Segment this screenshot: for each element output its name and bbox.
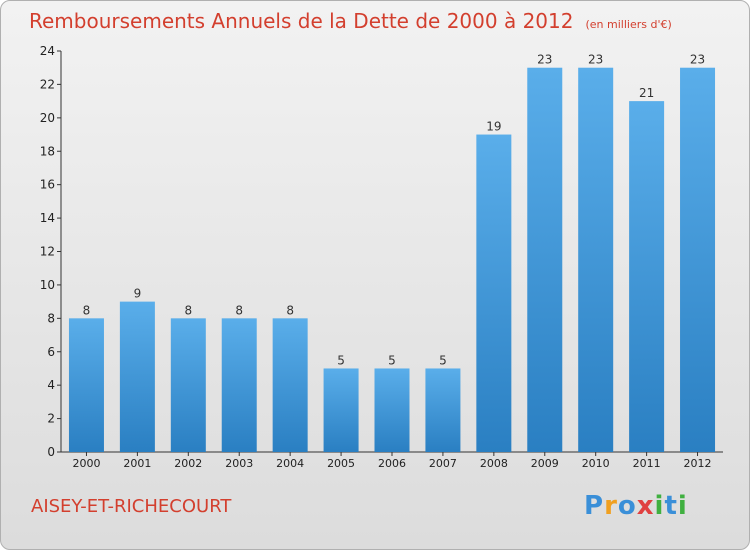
logo-letter: o (617, 491, 637, 521)
bar (221, 318, 257, 452)
bar-value-label: 5 (337, 353, 345, 367)
bar (68, 318, 104, 452)
bar-value-label: 5 (439, 353, 447, 367)
bar (119, 301, 155, 452)
bar-value-label: 8 (286, 303, 294, 317)
x-tick-label: 2011 (633, 457, 661, 470)
bar-value-label: 23 (690, 53, 705, 67)
bar (527, 67, 563, 452)
bar (680, 67, 716, 452)
x-tick-label: 2000 (72, 457, 100, 470)
y-tick-label: 24 (40, 44, 55, 58)
logo-letter: r (604, 491, 618, 521)
x-tick-label: 2002 (174, 457, 202, 470)
y-tick-label: 10 (40, 278, 55, 292)
x-tick-label: 2003 (225, 457, 253, 470)
y-tick-label: 20 (40, 111, 55, 125)
y-tick-label: 6 (47, 345, 55, 359)
bar-value-label: 23 (588, 53, 603, 67)
logo-letter: i (677, 491, 688, 521)
bar-value-label: 5 (388, 353, 396, 367)
bar (323, 368, 359, 452)
bar (272, 318, 308, 452)
x-tick-label: 2005 (327, 457, 355, 470)
place-name: AISEY-ET-RICHECOURT (31, 496, 232, 517)
y-tick-label: 0 (47, 445, 55, 459)
chart-unit: (en milliers d'€) (585, 18, 672, 31)
bar-value-label: 8 (83, 303, 91, 317)
bar (578, 67, 614, 452)
x-tick-label: 2001 (123, 457, 151, 470)
bar (476, 134, 512, 452)
bar-value-label: 9 (134, 287, 142, 301)
bar-value-label: 19 (486, 120, 501, 134)
y-tick-label: 2 (47, 412, 55, 426)
x-tick-label: 2008 (480, 457, 508, 470)
bar (425, 368, 461, 452)
plot-area: 0246810121416182022248200092001820028200… (40, 44, 723, 470)
chart-title: Remboursements Annuels de la Dette de 20… (29, 9, 672, 33)
logo-letter: x (636, 491, 655, 521)
x-tick-label: 2006 (378, 457, 406, 470)
y-tick-label: 16 (40, 178, 55, 192)
x-tick-label: 2012 (684, 457, 712, 470)
logo-letter: i (654, 491, 665, 521)
logo-letter: t (664, 491, 678, 521)
x-tick-label: 2010 (582, 457, 610, 470)
y-tick-label: 8 (47, 311, 55, 325)
y-tick-label: 12 (40, 245, 55, 259)
y-tick-label: 18 (40, 144, 55, 158)
bar (374, 368, 410, 452)
x-tick-label: 2004 (276, 457, 304, 470)
bar (629, 101, 665, 452)
proxiti-logo: Proxiti (584, 491, 688, 521)
x-tick-label: 2007 (429, 457, 457, 470)
bar-value-label: 8 (235, 303, 243, 317)
logo-letter: P (584, 491, 605, 521)
bar-value-label: 21 (639, 86, 654, 100)
bar-value-label: 8 (184, 303, 192, 317)
y-tick-label: 4 (47, 378, 55, 392)
bar (170, 318, 206, 452)
x-tick-label: 2009 (531, 457, 559, 470)
y-tick-label: 22 (40, 77, 55, 91)
chart-title-text: Remboursements Annuels de la Dette de 20… (29, 9, 574, 33)
bar-value-label: 23 (537, 53, 552, 67)
y-tick-label: 14 (40, 211, 55, 225)
